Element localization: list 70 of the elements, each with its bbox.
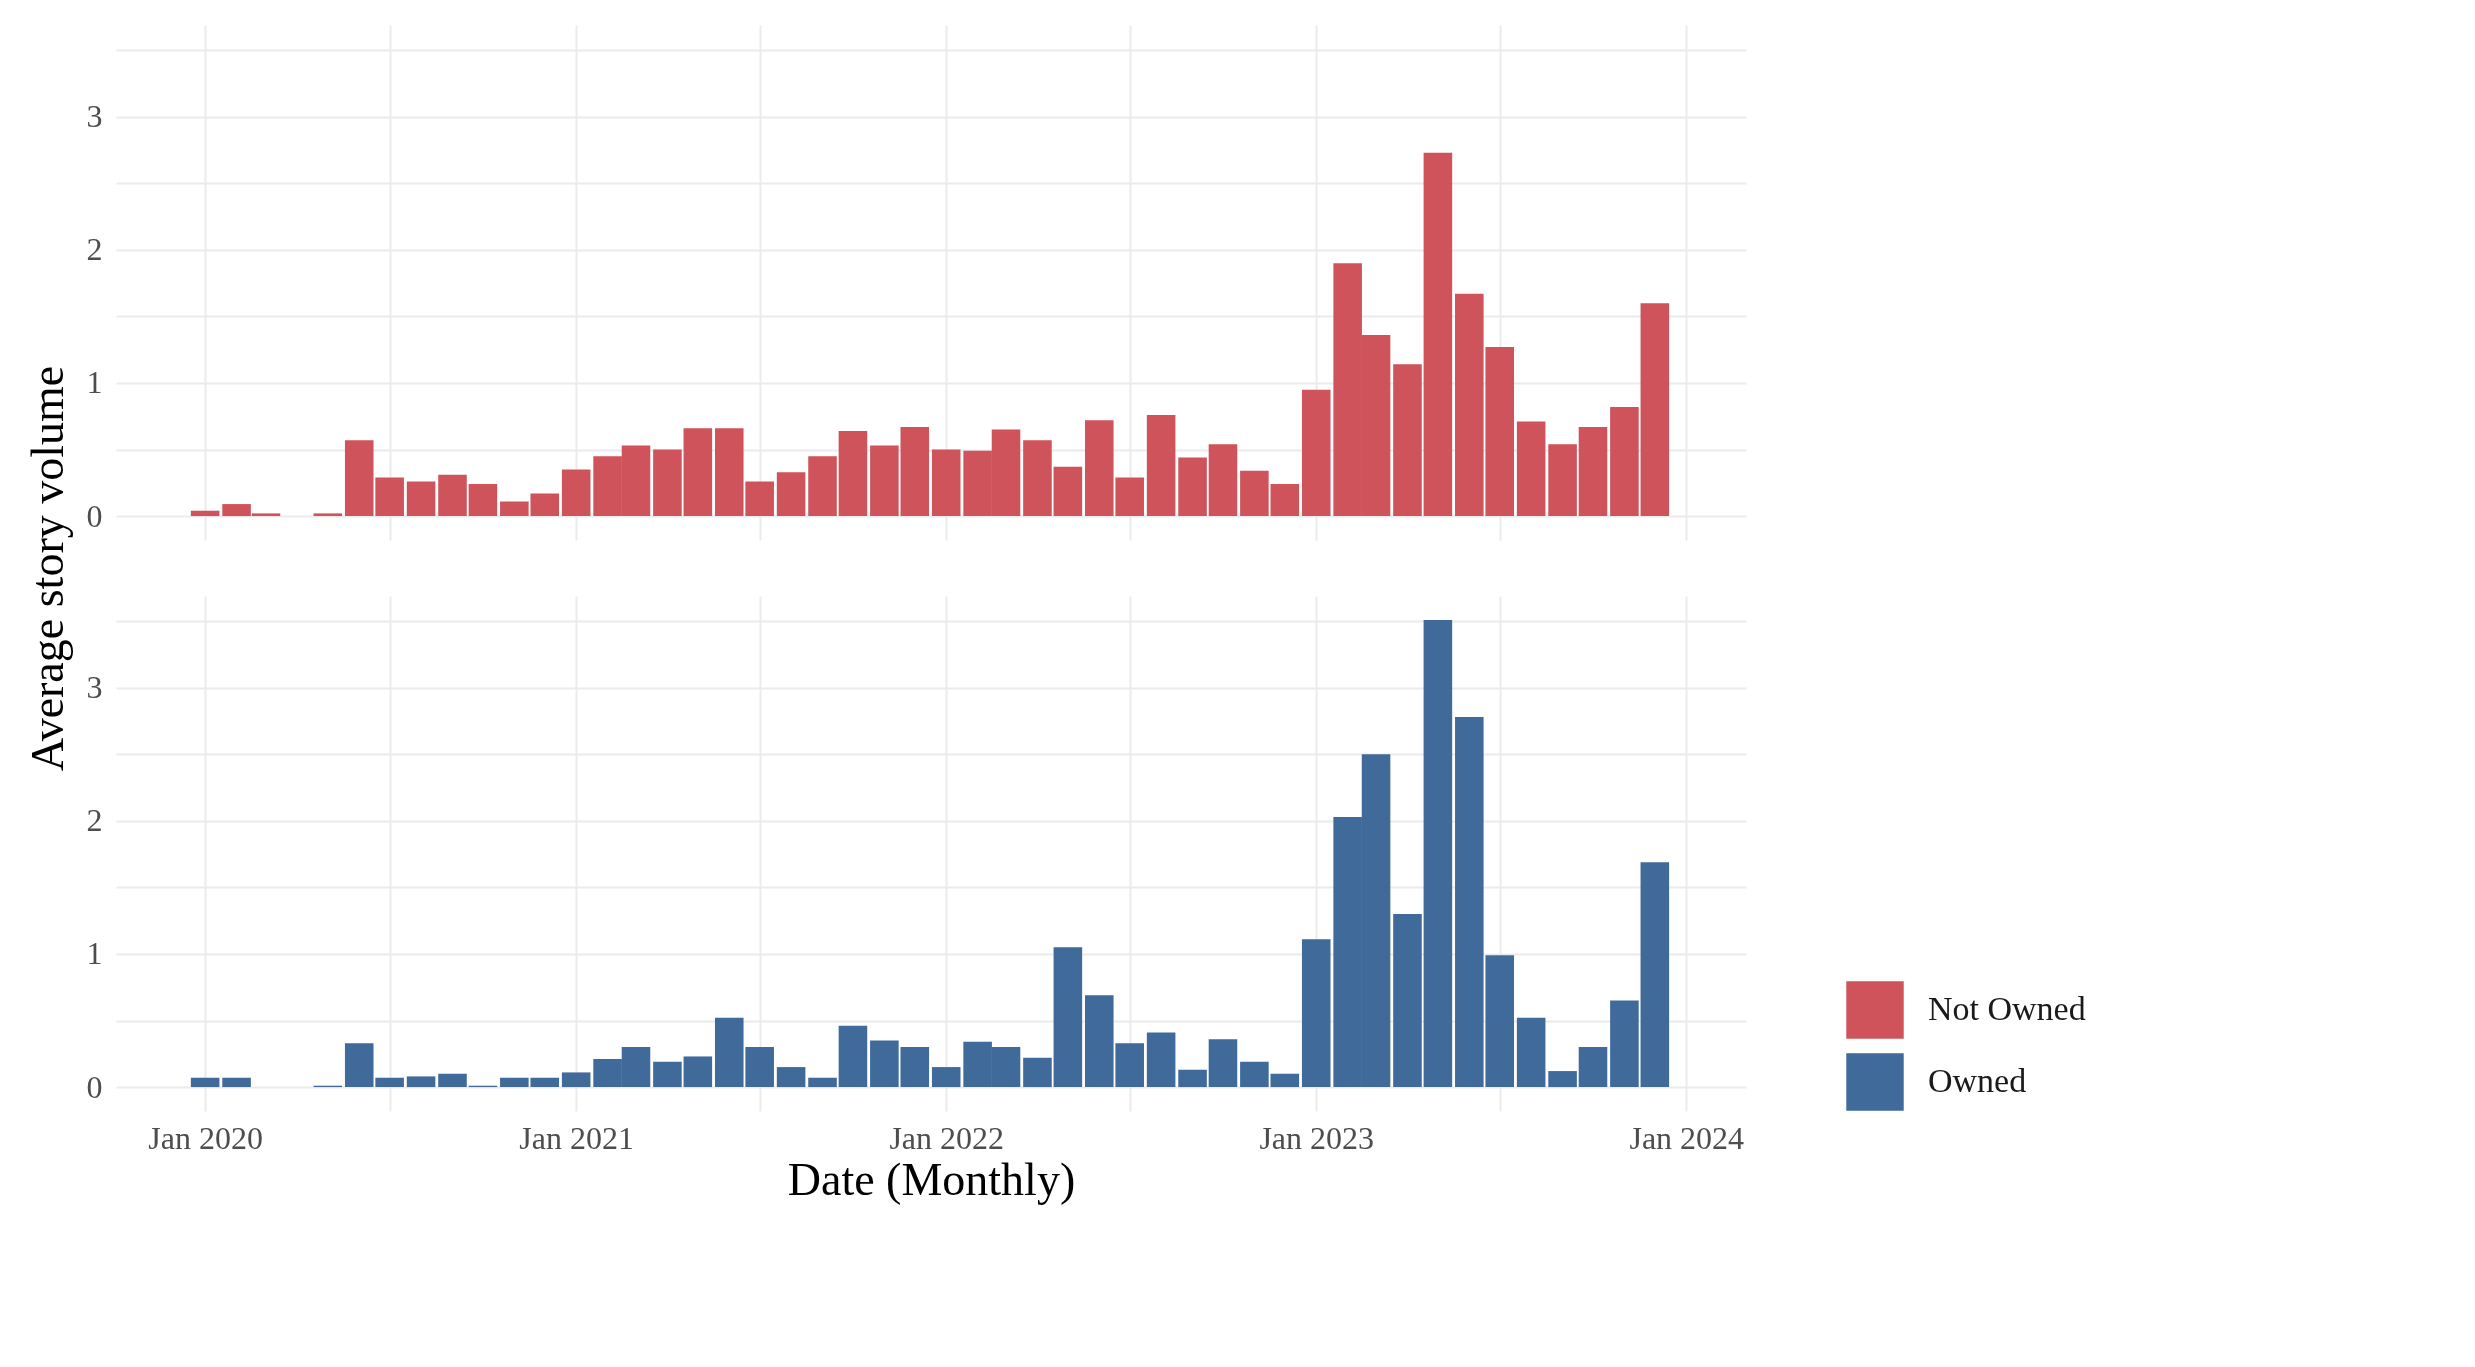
bar — [561, 1072, 591, 1088]
bar — [1270, 1073, 1300, 1088]
bar — [438, 474, 467, 517]
bar — [1023, 1057, 1052, 1088]
bar — [1178, 457, 1207, 517]
x-axis-title: Date (Monthly) — [787, 1153, 1076, 1205]
bar — [1208, 444, 1238, 517]
bar — [1301, 939, 1331, 1088]
bar — [653, 449, 682, 517]
y-tick-label: 2 — [86, 231, 103, 268]
bar — [683, 1056, 713, 1088]
bar — [808, 456, 837, 517]
bar — [1270, 484, 1300, 517]
y-tick-label: 1 — [86, 935, 103, 972]
bar — [931, 1067, 961, 1088]
legend-label: Owned — [1928, 1062, 2027, 1099]
bar — [561, 469, 591, 517]
bar — [1423, 152, 1453, 517]
bar — [406, 1076, 436, 1088]
bar — [1610, 1000, 1639, 1088]
bar — [1146, 414, 1176, 517]
bar — [1548, 444, 1577, 517]
x-tick-label: Jan 2020 — [148, 1119, 263, 1156]
bar — [1208, 1039, 1238, 1088]
bar — [931, 449, 961, 517]
bar — [1610, 406, 1639, 517]
bar — [222, 1077, 251, 1088]
y-tick-label: 0 — [86, 1068, 103, 1105]
bar — [190, 1077, 220, 1088]
bar — [1393, 364, 1422, 517]
bar — [1023, 440, 1052, 517]
bar — [1240, 1061, 1269, 1088]
bar — [1053, 466, 1083, 517]
x-tick-label: Jan 2021 — [519, 1119, 635, 1156]
bar — [1578, 1047, 1608, 1088]
x-tick-label: Jan 2022 — [889, 1119, 1005, 1156]
bar — [1053, 947, 1083, 1088]
bar — [1548, 1071, 1577, 1088]
y-tick-label: 3 — [86, 669, 103, 706]
y-axis-title: Average story volume — [21, 365, 73, 772]
y-tick-label: 2 — [86, 802, 103, 839]
bar — [1516, 1017, 1546, 1088]
bar — [1393, 914, 1422, 1088]
bar — [468, 484, 498, 517]
bar — [653, 1061, 682, 1088]
bar — [1146, 1032, 1176, 1088]
x-tick-label: Jan 2024 — [1629, 1119, 1745, 1156]
y-tick-label: 1 — [86, 364, 103, 401]
x-tick-label: Jan 2023 — [1259, 1119, 1375, 1156]
bar — [1178, 1069, 1207, 1088]
bar — [406, 481, 436, 517]
bar — [776, 1067, 806, 1088]
bar — [838, 1025, 868, 1088]
y-tick-label: 3 — [86, 98, 103, 135]
bar — [1301, 389, 1331, 517]
bar — [683, 428, 713, 517]
bar — [838, 430, 868, 517]
bar — [1640, 303, 1670, 517]
bar — [1578, 426, 1608, 517]
bar — [190, 510, 220, 517]
bar — [1240, 470, 1269, 517]
bar — [313, 513, 343, 517]
bar — [808, 1077, 837, 1088]
bar — [1516, 421, 1546, 517]
legend-label: Not Owned — [1928, 990, 2086, 1027]
bar — [776, 472, 806, 517]
bar — [1423, 619, 1453, 1088]
y-tick-label: 0 — [86, 497, 103, 534]
bar — [438, 1073, 467, 1088]
bar — [1640, 862, 1670, 1088]
